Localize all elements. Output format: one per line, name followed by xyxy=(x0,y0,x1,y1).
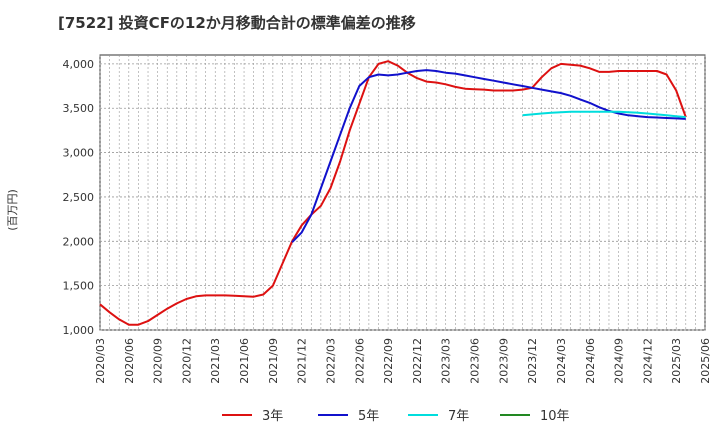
x-tick-label: 2020/03 xyxy=(94,338,107,384)
x-tick-label: 2023/09 xyxy=(497,338,510,384)
x-tick-label: 2020/06 xyxy=(123,338,136,384)
series-lines xyxy=(99,60,687,326)
y-tick-label: 4,000 xyxy=(63,58,95,71)
y-tick-label: 3,000 xyxy=(63,147,95,160)
x-tick-label: 2022/09 xyxy=(382,338,395,384)
x-tick-label: 2020/12 xyxy=(180,338,193,384)
y-tick-label: 2,500 xyxy=(63,191,95,204)
x-tick-label: 2024/09 xyxy=(613,338,626,384)
legend-label: 5年 xyxy=(358,409,379,424)
x-tick-label: 2020/09 xyxy=(152,338,165,384)
x-axis-ticks: 2020/03 2020/06 2020/09 2020/12 2021/03 2021/… xyxy=(94,338,712,384)
legend: 3年 5年 7年 10年 xyxy=(222,409,570,424)
x-tick-label: 2021/12 xyxy=(296,338,309,384)
x-tick-label: 2023/12 xyxy=(526,338,539,384)
chart-title: [7522] 投資CFの12か月移動合計の標準偏差の推移 xyxy=(58,14,416,32)
series-line xyxy=(291,69,686,243)
x-tick-label: 2022/03 xyxy=(324,338,337,384)
y-tick-label: 1,500 xyxy=(63,280,95,293)
x-tick-label: 2023/03 xyxy=(440,338,453,384)
legend-label: 3年 xyxy=(262,409,283,424)
x-tick-label: 2021/03 xyxy=(209,338,222,384)
x-tick-label: 2022/12 xyxy=(411,338,424,384)
x-tick-label: 2024/03 xyxy=(555,338,568,384)
x-tick-label: 2024/12 xyxy=(641,338,654,384)
y-tick-label: 3,500 xyxy=(63,102,95,115)
x-tick-label: 2023/06 xyxy=(469,338,482,384)
legend-label: 7年 xyxy=(448,409,469,424)
plot-area xyxy=(99,54,706,331)
y-axis-ticks: 1,000 1,500 2,000 2,500 3,000 3,500 4,000 xyxy=(63,58,95,337)
y-axis-label: (百万円) xyxy=(6,189,19,231)
series-line xyxy=(522,110,686,119)
x-tick-label: 2025/06 xyxy=(699,338,712,384)
y-tick-label: 1,000 xyxy=(63,324,95,337)
x-tick-label: 2021/09 xyxy=(267,338,280,384)
x-tick-label: 2024/06 xyxy=(584,338,597,384)
x-tick-label: 2025/03 xyxy=(670,338,683,384)
x-tick-label: 2021/06 xyxy=(238,338,251,384)
legend-label: 10年 xyxy=(540,409,570,424)
y-tick-label: 2,000 xyxy=(63,235,95,248)
series-line xyxy=(99,60,687,326)
grid xyxy=(99,55,706,331)
x-tick-label: 2022/06 xyxy=(353,338,366,384)
